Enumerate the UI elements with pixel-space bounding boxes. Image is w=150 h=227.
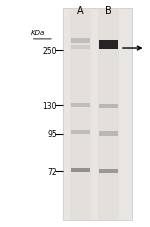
Bar	[70, 38, 90, 43]
Bar	[63, 9, 132, 220]
Bar	[99, 104, 118, 109]
Text: 72: 72	[47, 167, 57, 176]
Bar	[98, 9, 119, 220]
Text: KDa: KDa	[31, 30, 45, 36]
Text: 130: 130	[42, 101, 57, 110]
Text: 250: 250	[42, 47, 57, 56]
Text: 95: 95	[47, 129, 57, 138]
Bar	[70, 46, 90, 49]
Bar	[99, 132, 118, 136]
Bar	[70, 9, 91, 220]
Bar	[99, 169, 118, 174]
Text: A: A	[77, 6, 84, 16]
Text: B: B	[105, 6, 112, 16]
Bar	[70, 168, 90, 173]
Bar	[70, 103, 90, 108]
Bar	[70, 131, 90, 135]
Bar	[99, 41, 118, 50]
